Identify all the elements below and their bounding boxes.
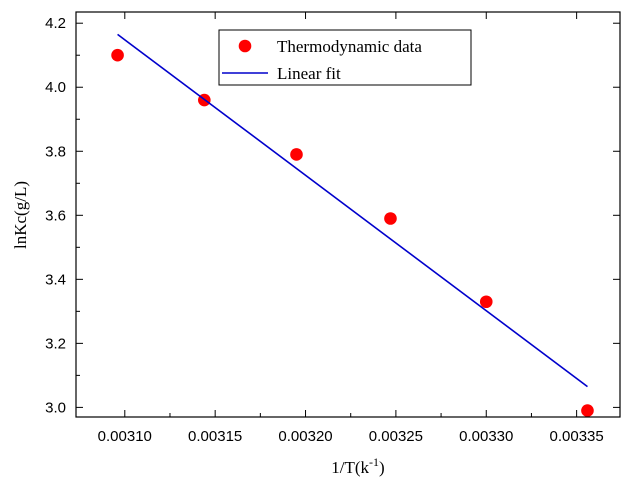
plot-frame [75, 11, 621, 418]
data-point [111, 48, 124, 62]
x-tick-label: 0.00325 [369, 428, 423, 445]
y-tick-label: 3.6 [45, 207, 66, 224]
y-tick-label: 3.4 [45, 271, 66, 288]
legend-box [218, 29, 472, 86]
data-point [479, 295, 493, 309]
y-tick-label: 3.0 [45, 399, 66, 416]
y-tick-label: 3.2 [45, 335, 66, 352]
y-tick-label: 4.2 [45, 15, 66, 32]
x-tick-label: 0.00320 [278, 428, 332, 445]
y-tick-labels: 3.0 3.2 3.4 3.6 3.8 4.0 4.2 [45, 15, 66, 416]
minor-ticks [76, 54, 532, 417]
x-tick-label: 0.00310 [98, 428, 152, 445]
legend-label-thermodynamic-data: Thermodynamic data [277, 37, 422, 56]
y-tick-label: 3.8 [45, 143, 66, 160]
data-point [384, 212, 397, 225]
y-axis-title: lnKc(g/L) [11, 181, 30, 249]
x-tick-label: 0.00330 [459, 428, 513, 445]
x-tick-label: 0.00335 [550, 428, 604, 445]
data-point [581, 404, 594, 417]
x-axis-title: 1/T(k-1) [331, 455, 384, 477]
legend-marker-thermodynamic-data [238, 39, 252, 53]
major-ticks [76, 12, 620, 417]
linear-fit-line [117, 33, 588, 388]
data-point [290, 148, 303, 161]
x-tick-labels: 0.00310 0.00315 0.00320 0.00325 0.00330 0.003… [98, 428, 604, 445]
plot-marks [111, 33, 594, 417]
legend: Thermodynamic data Linear fit [218, 29, 472, 86]
y-tick-label: 4.0 [45, 79, 66, 96]
x-tick-label: 0.00315 [188, 428, 242, 445]
legend-label-linear-fit: Linear fit [277, 64, 341, 83]
